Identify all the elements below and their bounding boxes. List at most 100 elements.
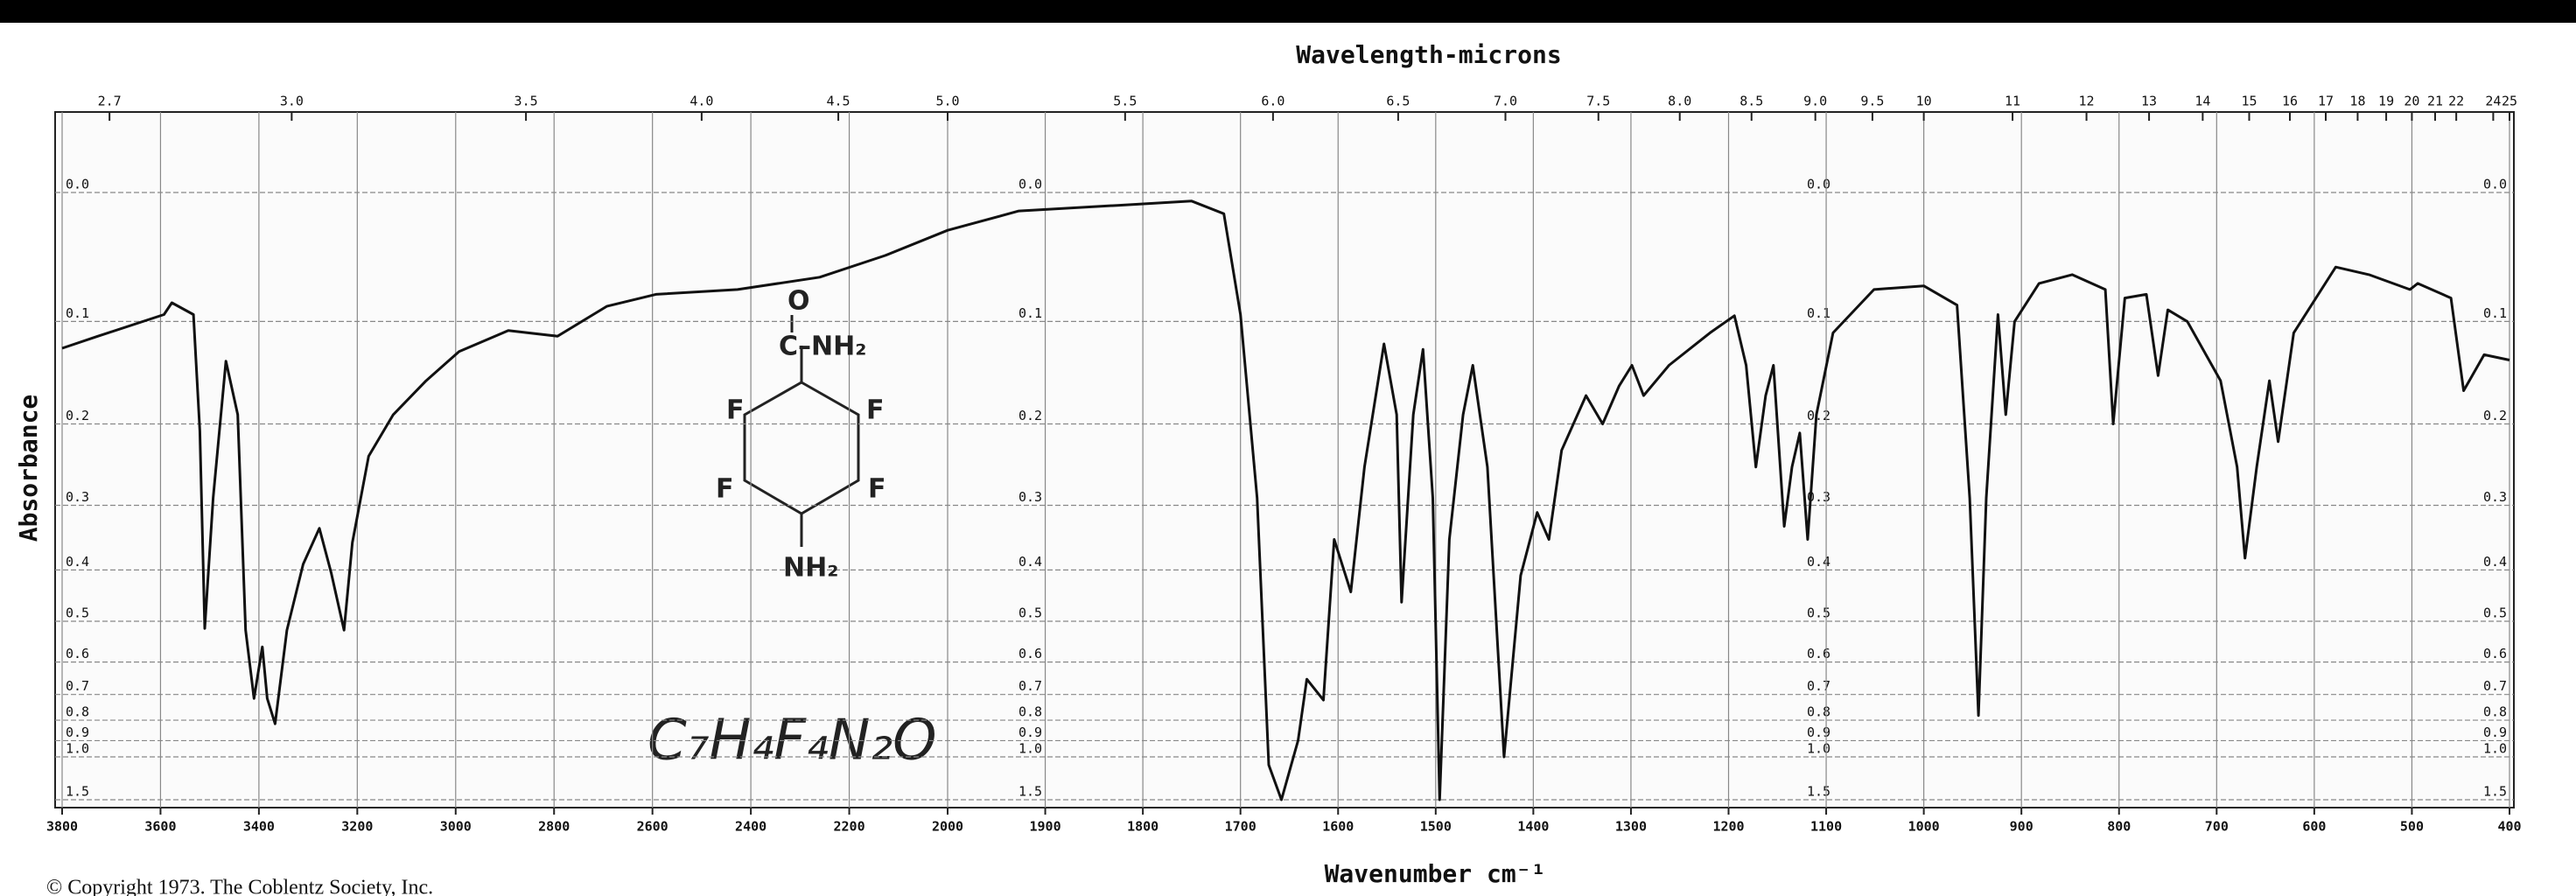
x-tick-label: 900 <box>2010 819 2034 835</box>
x2-tick-label: 10 <box>1916 94 1932 109</box>
spectrum-line <box>61 200 2510 802</box>
x-tick-label: 1900 <box>1030 819 1061 835</box>
x-tick-label: 1500 <box>1420 819 1452 835</box>
top-axis-title: Wavelength-microns <box>1296 40 1561 69</box>
y-tick-label: 0.8 <box>66 704 89 720</box>
x-tick-label: 2200 <box>833 819 864 835</box>
y-tick-label: 0.6 <box>1018 646 1042 662</box>
y-tick-label: 0.3 <box>2483 489 2507 505</box>
x2-tick-label: 17 <box>2318 94 2334 109</box>
x-tick-label: 500 <box>2400 819 2424 835</box>
x-tick-label: 1200 <box>1712 819 1744 835</box>
x2-tick-label: 3.0 <box>280 94 304 109</box>
structure-label: O <box>788 286 810 317</box>
x2-tick-label: 6.5 <box>1386 94 1410 109</box>
x2-tick-label: 16 <box>2282 94 2298 109</box>
y-tick-label: 0.4 <box>2483 554 2507 570</box>
x-tick-label: 3000 <box>440 819 472 835</box>
y-tick-label: 0.7 <box>66 678 89 694</box>
x-tick-label: 1400 <box>1517 819 1549 835</box>
y-tick-label: 0.2 <box>66 408 89 424</box>
x-tick-label: 3800 <box>46 819 78 835</box>
y-tick-label: 0.3 <box>1807 489 1830 505</box>
y-tick-label: 1.5 <box>1018 784 1042 800</box>
y-tick-label: 0.7 <box>2483 678 2507 694</box>
y-tick-label: 0.5 <box>1807 606 1830 621</box>
y-tick-label: 1.5 <box>2483 784 2507 800</box>
x-tick-label: 1100 <box>1810 819 1842 835</box>
x2-tick-label: 2.7 <box>98 94 122 109</box>
y-tick-label: 0.4 <box>1807 554 1830 570</box>
structure-label: C–NH₂ <box>779 332 866 362</box>
x2-tick-label: 9.0 <box>1803 94 1827 109</box>
y-tick-label: 0.4 <box>66 554 89 570</box>
copyright: © Copyright 1973. The Coblentz Society, … <box>46 877 433 896</box>
x2-tick-label: 6.0 <box>1261 94 1284 109</box>
x2-tick-label: 22 <box>2448 94 2464 109</box>
y-tick-label: 0.0 <box>1018 177 1042 192</box>
x2-tick-label: 4.0 <box>690 94 713 109</box>
y-tick-label: 0.9 <box>1018 724 1042 740</box>
y-tick-label: 0.7 <box>1807 678 1830 694</box>
x-tick-label: 1700 <box>1225 819 1256 835</box>
y-tick-label: 0.1 <box>1807 305 1830 321</box>
y-tick-label: 0.8 <box>2483 704 2507 720</box>
x2-tick-label: 13 <box>2141 94 2157 109</box>
x2-tick-label: 20 <box>2404 94 2419 109</box>
y-tick-label: 0.6 <box>1807 646 1830 662</box>
x-tick-label: 1000 <box>1908 819 1940 835</box>
x2-tick-label: 3.5 <box>514 94 538 109</box>
x-tick-label: 2400 <box>735 819 766 835</box>
x-tick-label: 1800 <box>1127 819 1158 835</box>
y-tick-label: 0.2 <box>1018 408 1042 424</box>
x-tick-label: 700 <box>2205 819 2229 835</box>
x-tick-label: 2800 <box>538 819 570 835</box>
y-tick-label: 0.5 <box>1018 606 1042 621</box>
y-tick-label: 0.6 <box>2483 646 2507 662</box>
x2-tick-label: 15 <box>2241 94 2257 109</box>
x-tick-label: 3600 <box>144 819 176 835</box>
x-tick-label: 2600 <box>637 819 668 835</box>
x2-tick-label: 5.0 <box>935 94 959 109</box>
x2-tick-label: 24 <box>2485 94 2501 109</box>
x-tick-label: 400 <box>2497 819 2521 835</box>
x-tick-label: 3200 <box>341 819 373 835</box>
x2-tick-label: 18 <box>2349 94 2365 109</box>
x2-tick-label: 11 <box>2005 94 2020 109</box>
y-tick-label: 1.5 <box>66 784 89 800</box>
y-tick-label: 0.2 <box>2483 408 2507 424</box>
y-axis-title: Absorbance <box>14 395 43 542</box>
top-band <box>0 0 2576 23</box>
x-tick-label: 1300 <box>1615 819 1647 835</box>
x2-tick-label: 14 <box>2194 94 2210 109</box>
structure-label: F <box>866 396 885 426</box>
x2-tick-label: 4.5 <box>827 94 850 109</box>
structure-label: F <box>868 474 886 505</box>
y-tick-label: 1.5 <box>1807 784 1830 800</box>
y-tick-label: 0.5 <box>66 606 89 621</box>
structure-drawing <box>743 315 860 547</box>
x-tick-label: 800 <box>2107 819 2131 835</box>
y-tick-label: 1.0 <box>66 740 89 756</box>
y-tick-label: 0.5 <box>2483 606 2507 621</box>
y-tick-label: 0.8 <box>1807 704 1830 720</box>
x-tick-label: 1600 <box>1322 819 1354 835</box>
y-tick-label: 0.1 <box>2483 305 2507 321</box>
x2-tick-label: 19 <box>2378 94 2394 109</box>
x2-tick-label: 9.5 <box>1860 94 1884 109</box>
y-tick-label: 0.8 <box>1018 704 1042 720</box>
x2-tick-label: 7.0 <box>1494 94 1517 109</box>
structure-label: F <box>726 396 745 426</box>
y-tick-label: 0.0 <box>1807 177 1830 192</box>
x2-tick-label: 8.5 <box>1740 94 1763 109</box>
x-tick-label: 2000 <box>932 819 963 835</box>
y-tick-label: 0.1 <box>66 305 89 321</box>
y-tick-label: 0.3 <box>66 489 89 505</box>
y-tick-label: 1.0 <box>1018 740 1042 756</box>
x-axis-title: Wavenumber cm⁻¹ <box>1325 859 1546 888</box>
x-tick-label: 3400 <box>243 819 275 835</box>
x2-tick-label: 21 <box>2427 94 2443 109</box>
x2-tick-label: 25 <box>2502 94 2517 109</box>
